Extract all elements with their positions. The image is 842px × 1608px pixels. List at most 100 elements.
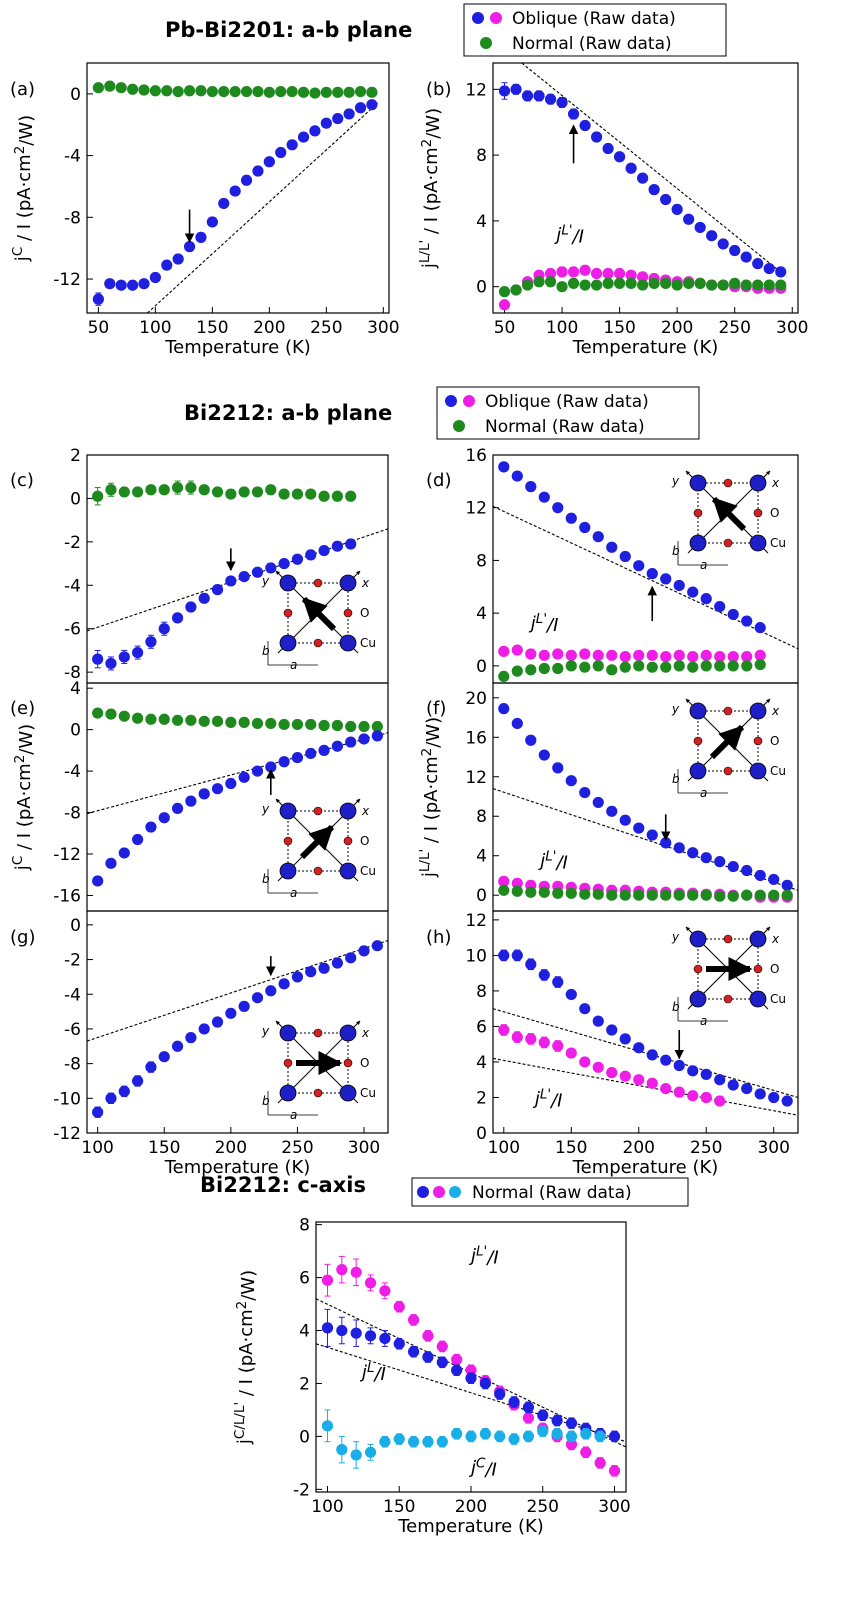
y-tick-label: 0 (70, 85, 81, 105)
y-tick-label: -12 (53, 845, 81, 865)
y-axis-label: jL/L' / I (pA·cm2/W) (417, 717, 444, 878)
data-point (92, 293, 104, 305)
data-point (565, 887, 577, 899)
inset-y-label: y (671, 474, 680, 488)
plot-frame (492, 910, 799, 1134)
data-point (525, 481, 537, 493)
series-0 (92, 940, 383, 1118)
data-point (556, 266, 568, 278)
plot-area (87, 707, 388, 887)
inset-o-label: O (770, 734, 779, 748)
data-point (422, 1330, 434, 1342)
data-point (637, 172, 649, 184)
inset-cu-atom (279, 574, 297, 592)
data-point (741, 651, 753, 663)
fit-line (521, 63, 787, 278)
data-point (646, 1077, 658, 1089)
x-tick-label: 250 (718, 318, 750, 338)
data-point (754, 658, 766, 671)
data-point (132, 833, 144, 846)
inset-cu-atom (279, 802, 297, 820)
data-point (172, 85, 184, 98)
data-point (498, 286, 511, 298)
data-point (291, 971, 304, 983)
series-1 (498, 1024, 726, 1107)
data-point (552, 1040, 564, 1052)
series-annotation: jL/I (359, 1360, 386, 1385)
data-point (332, 86, 344, 98)
data-point (278, 718, 290, 731)
data-point (407, 1436, 420, 1448)
data-point (592, 796, 604, 809)
data-point (92, 1106, 104, 1118)
data-point (619, 814, 631, 826)
data-point (619, 1033, 631, 1045)
x-tick-label: 300 (598, 1497, 630, 1517)
data-point (567, 108, 580, 120)
inset-b-label: b (672, 544, 680, 558)
plot-area (87, 939, 388, 1118)
data-point (211, 584, 224, 596)
y-tick-label: 4 (70, 679, 81, 699)
x-tick-label: 200 (661, 318, 693, 338)
data-point (614, 267, 626, 280)
data-point (565, 1430, 578, 1443)
data-point (498, 884, 510, 896)
legend-2-marker-magenta (463, 395, 475, 407)
x-tick-label: 100 (81, 1138, 113, 1158)
inset-x-label: x (361, 1026, 370, 1040)
x-tick-label: 200 (253, 318, 285, 338)
data-point (511, 877, 523, 889)
data-point (648, 184, 660, 196)
data-point (104, 80, 116, 92)
inset-y-label: y (671, 702, 680, 716)
plot-area (498, 63, 787, 311)
data-point (729, 277, 741, 289)
data-point (660, 277, 672, 289)
data-point (544, 93, 557, 105)
x-tick-label: 150 (196, 318, 228, 338)
y-tick-label: -2 (64, 533, 81, 553)
data-point (321, 1322, 334, 1334)
legend-1-marker-blue (472, 12, 484, 24)
inset-cu-atom (689, 534, 707, 552)
data-point (149, 85, 161, 97)
data-point (646, 889, 658, 901)
data-point (297, 86, 310, 98)
data-point (579, 119, 591, 132)
y-tick-label: -10 (53, 1089, 81, 1109)
data-point (538, 886, 550, 898)
data-point (660, 889, 672, 901)
series-2 (321, 1409, 606, 1469)
data-point (206, 216, 218, 228)
data-point (498, 645, 510, 657)
section-title-2: Bi2212: a-b plane (184, 401, 392, 425)
data-point (619, 550, 631, 563)
series-1 (92, 730, 383, 887)
data-point (687, 1065, 699, 1077)
series-0 (498, 703, 793, 891)
plot-area (493, 949, 798, 1116)
data-point (318, 719, 330, 732)
x-tick-label: 250 (281, 1138, 313, 1158)
data-point (538, 491, 550, 503)
data-point (354, 102, 367, 114)
data-point (225, 1007, 237, 1019)
data-point (525, 734, 537, 746)
y-tick-label: 16 (465, 728, 487, 748)
data-point (590, 131, 603, 143)
data-point (754, 649, 766, 661)
data-point (195, 85, 207, 97)
data-point (436, 1340, 448, 1353)
data-point (336, 1264, 348, 1276)
panel-label: (f) (426, 698, 446, 719)
data-point (565, 775, 577, 787)
inset-cu-atom (689, 702, 707, 720)
data-point (345, 490, 357, 502)
y-tick-label: 0 (70, 916, 81, 936)
series-0 (92, 480, 357, 506)
data-point (511, 1031, 523, 1043)
legend-2: Oblique (Raw data) Normal (Raw data) (436, 386, 700, 440)
data-point (158, 713, 170, 725)
data-point (671, 203, 683, 215)
